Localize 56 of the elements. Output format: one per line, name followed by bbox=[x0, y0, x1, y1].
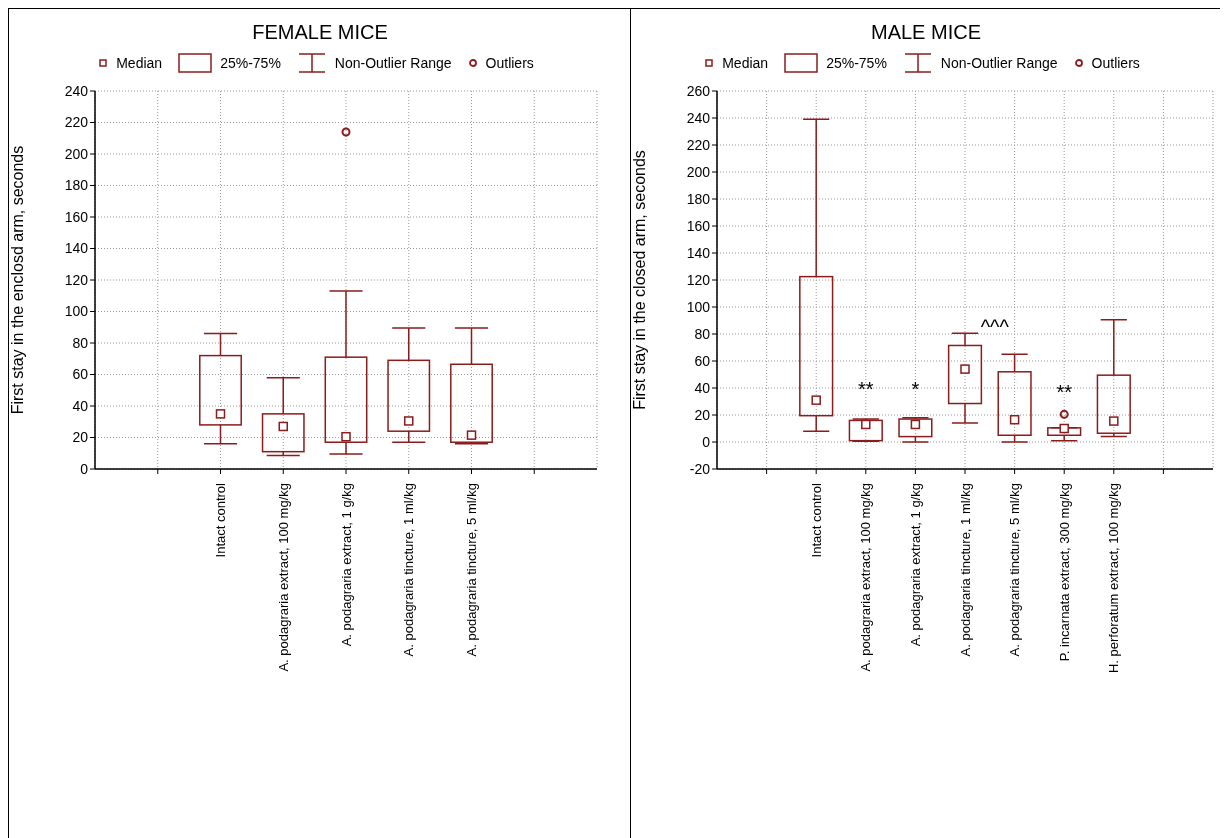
y-tick-label: 180 bbox=[64, 177, 89, 194]
y-tick-label: 220 bbox=[64, 114, 89, 131]
y-tick-label: 200 bbox=[686, 163, 711, 180]
chart-title: MALE MICE bbox=[870, 21, 982, 44]
x-tick-label: H. perforatum extract, 100 mg/kg bbox=[1106, 483, 1122, 674]
y-tick-label: 240 bbox=[686, 109, 711, 126]
text: 25%-75% bbox=[220, 55, 281, 71]
y-tick-label: 100 bbox=[64, 303, 89, 320]
x-tick-label: A. podagraria extract, 1 g/kg bbox=[907, 483, 923, 647]
x-tick-label: A. podagraria extract, 100 mg/kg bbox=[275, 483, 291, 672]
y-tick-label: 200 bbox=[64, 145, 89, 162]
y-tick-label: 0 bbox=[80, 460, 89, 477]
y-tick-label: -20 bbox=[689, 460, 711, 477]
y-tick-label: 40 bbox=[72, 397, 89, 414]
text: Median bbox=[722, 55, 769, 71]
y-tick-label: 140 bbox=[64, 240, 89, 257]
y-tick-label: 60 bbox=[694, 352, 711, 369]
x-tick-label: P. incarnata extract, 300 mg/kg bbox=[1056, 483, 1072, 662]
y-tick-label: 120 bbox=[64, 271, 89, 288]
y-tick-label: 240 bbox=[64, 82, 89, 99]
y-tick-label: 80 bbox=[694, 325, 711, 342]
x-tick-label: A. podagraria tincture, 1 ml/kg bbox=[957, 483, 973, 657]
x-tick-label: A. podagraria extract, 1 g/kg bbox=[338, 483, 354, 647]
y-tick-label: 180 bbox=[686, 190, 711, 207]
x-tick-label: A. podagraria tincture, 1 ml/kg bbox=[401, 483, 417, 657]
x-tick-label: Intact control bbox=[213, 482, 228, 558]
y-tick-label: 260 bbox=[686, 82, 711, 99]
y-tick-label: 20 bbox=[694, 406, 711, 423]
y-tick-label: 120 bbox=[686, 271, 711, 288]
text: Outliers bbox=[1091, 55, 1140, 71]
annotation: * bbox=[911, 378, 920, 401]
y-axis-title: First stay in the enclosd arm, seconds bbox=[8, 145, 26, 415]
x-tick-label: Intact control bbox=[808, 482, 824, 558]
x-tick-label: A. podagraria extract, 100 mg/kg bbox=[858, 483, 874, 672]
y-tick-label: 0 bbox=[702, 433, 711, 450]
text: Non-Outlier Range bbox=[334, 55, 452, 71]
y-axis-title: First stay in the closed arm, seconds bbox=[630, 150, 648, 410]
y-tick-label: 80 bbox=[72, 334, 89, 351]
text: Non-Outlier Range bbox=[940, 55, 1058, 71]
annotation: ^^^ bbox=[980, 316, 1010, 338]
x-tick-label: A. podagraria tincture, 5 ml/kg bbox=[464, 483, 479, 657]
annotation: ** bbox=[1056, 380, 1073, 403]
chart-title: FEMALE MICE bbox=[251, 21, 389, 44]
text: Outliers bbox=[485, 55, 534, 71]
text: Median bbox=[116, 55, 163, 71]
y-tick-label: 100 bbox=[686, 298, 711, 315]
text: 25%-75% bbox=[826, 55, 887, 71]
y-tick-label: 140 bbox=[686, 244, 711, 261]
y-tick-label: 60 bbox=[72, 366, 89, 383]
y-tick-label: 40 bbox=[694, 379, 711, 396]
x-tick-label: A. podagraria tincture, 5 ml/kg bbox=[1007, 483, 1023, 657]
annotation: ** bbox=[858, 378, 874, 401]
y-tick-label: 20 bbox=[72, 429, 89, 446]
y-tick-label: 160 bbox=[64, 208, 89, 225]
y-tick-label: 160 bbox=[686, 217, 711, 234]
y-tick-label: 220 bbox=[686, 136, 711, 153]
